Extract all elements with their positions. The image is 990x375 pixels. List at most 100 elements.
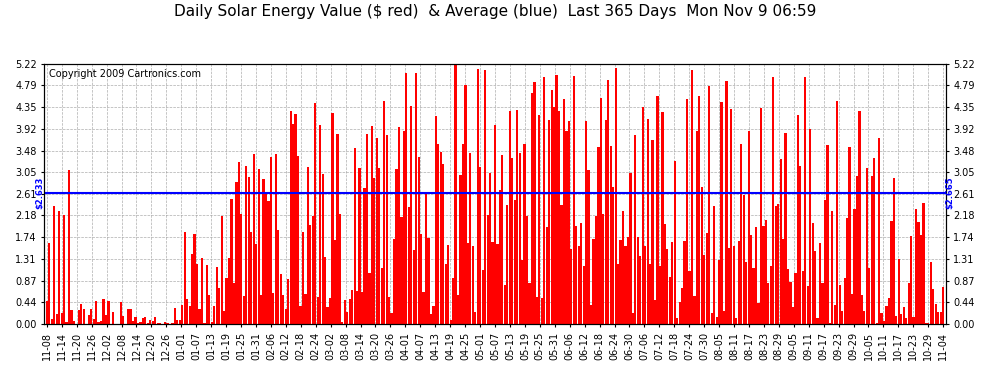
Bar (784, 133, 787, 324)
Bar (395, 169, 398, 324)
Bar (356, 291, 358, 324)
Bar (58, 211, 60, 324)
Bar (514, 200, 516, 324)
Bar (378, 168, 380, 324)
Bar (447, 244, 449, 324)
Bar (324, 256, 327, 324)
Bar (358, 168, 360, 324)
Bar (275, 153, 277, 324)
Bar (83, 309, 85, 324)
Bar (925, 323, 927, 324)
Bar (837, 101, 839, 324)
Bar (605, 120, 607, 324)
Bar (802, 272, 804, 324)
Bar (496, 244, 499, 324)
Bar (201, 258, 203, 324)
Bar (807, 286, 809, 324)
Bar (443, 165, 445, 324)
Bar (314, 103, 317, 324)
Bar (747, 131, 749, 324)
Bar (585, 120, 587, 324)
Bar (782, 239, 784, 324)
Bar (829, 323, 831, 324)
Bar (137, 323, 139, 324)
Bar (524, 144, 526, 324)
Bar (834, 305, 836, 324)
Bar (238, 162, 240, 324)
Bar (659, 266, 661, 324)
Bar (206, 265, 208, 324)
Bar (471, 246, 474, 324)
Bar (277, 231, 279, 324)
Bar (228, 258, 230, 324)
Bar (832, 211, 834, 324)
Bar (166, 322, 168, 324)
Bar (846, 217, 848, 324)
Bar (718, 260, 720, 324)
Bar (842, 310, 843, 324)
Bar (536, 297, 538, 324)
Bar (880, 313, 883, 324)
Bar (563, 99, 565, 324)
Bar (504, 285, 506, 324)
Bar (494, 124, 496, 324)
Bar (49, 243, 50, 324)
Bar (260, 295, 262, 324)
Bar (908, 283, 910, 324)
Bar (154, 317, 156, 324)
Bar (97, 322, 100, 324)
Bar (622, 211, 624, 324)
Bar (691, 70, 693, 324)
Bar (55, 314, 57, 324)
Bar (112, 312, 115, 324)
Bar (545, 227, 547, 324)
Bar (868, 268, 870, 324)
Bar (337, 134, 339, 324)
Bar (590, 304, 592, 324)
Bar (708, 86, 711, 324)
Bar (696, 130, 698, 324)
Bar (467, 243, 469, 324)
Bar (159, 322, 161, 324)
Bar (642, 107, 644, 324)
Bar (398, 127, 400, 324)
Bar (728, 248, 730, 324)
Bar (779, 159, 782, 324)
Bar (521, 260, 523, 324)
Bar (843, 278, 845, 324)
Bar (127, 309, 130, 324)
Bar (272, 293, 274, 324)
Bar (140, 322, 142, 324)
Bar (459, 175, 461, 324)
Bar (750, 236, 752, 324)
Bar (373, 178, 375, 324)
Bar (630, 173, 632, 324)
Bar (745, 262, 747, 324)
Bar (196, 264, 198, 324)
Bar (90, 309, 92, 324)
Bar (910, 236, 912, 324)
Bar (646, 119, 648, 324)
Bar (792, 307, 794, 324)
Bar (445, 264, 446, 324)
Bar (511, 158, 514, 324)
Bar (870, 176, 873, 324)
Bar (390, 313, 393, 324)
Bar (817, 318, 819, 324)
Bar (577, 246, 580, 324)
Bar (388, 297, 390, 324)
Bar (938, 312, 940, 324)
Bar (371, 126, 373, 324)
Bar (418, 157, 420, 324)
Bar (491, 243, 494, 324)
Bar (363, 188, 365, 324)
Bar (351, 290, 353, 324)
Bar (703, 255, 706, 324)
Bar (403, 131, 405, 324)
Bar (53, 207, 55, 324)
Bar (789, 282, 792, 324)
Bar (516, 110, 519, 324)
Bar (147, 323, 148, 324)
Bar (923, 203, 925, 324)
Bar (279, 274, 282, 324)
